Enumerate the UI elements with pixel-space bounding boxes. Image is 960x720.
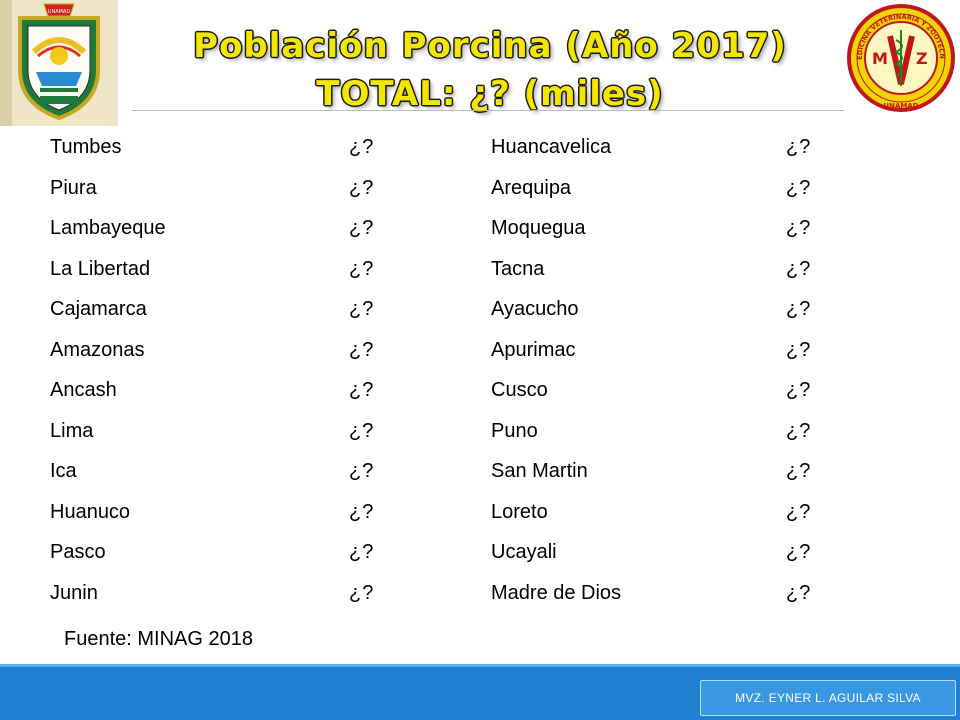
region-value: ¿? [349, 338, 375, 361]
title-line-1: Población Porcina (Año 2017) [193, 26, 787, 66]
region-name: Puno [491, 419, 538, 442]
region-name: Tacna [491, 257, 545, 280]
page-title: Población Porcina (Año 2017) TOTAL: ¿? (… [130, 22, 850, 118]
region-value: ¿? [349, 541, 375, 563]
source-note: Fuente: MINAG 2018 [64, 628, 253, 650]
region-value: ¿? [786, 257, 812, 280]
region-name: Madre de Dios [491, 581, 622, 604]
svg-text:UNAMAD: UNAMAD [883, 102, 918, 110]
region-value: ¿? [349, 257, 375, 280]
region-value: ¿? [786, 176, 812, 199]
region-name: Lima [50, 419, 94, 442]
region-value: ¿? [786, 217, 812, 239]
region-name: Moquegua [491, 217, 586, 239]
region-name: Lambayeque [50, 217, 166, 239]
region-name: Ica [50, 460, 77, 482]
region-value: ¿? [349, 217, 375, 239]
region-value: ¿? [786, 136, 812, 158]
region-name: Arequipa [491, 176, 572, 199]
author-label: MVZ. EYNER L. AGUILAR SILVA [700, 680, 956, 716]
footer-divider [0, 664, 960, 667]
region-value: ¿? [349, 581, 375, 604]
region-value: ¿? [786, 379, 812, 401]
region-value: ¿? [786, 541, 812, 563]
region-value: ¿? [349, 136, 375, 158]
region-name: La Libertad [50, 257, 151, 280]
region-name: Loreto [491, 500, 548, 523]
svg-text:M: M [872, 49, 888, 68]
region-name: Ayacucho [491, 298, 579, 320]
region-name: Junin [50, 581, 98, 604]
region-value: ¿? [786, 338, 812, 361]
svg-text:Z: Z [916, 49, 928, 68]
svg-text:UNAMAD: UNAMAD [48, 9, 71, 15]
region-name: Piura [50, 176, 97, 199]
region-name: Huanuco [50, 500, 131, 523]
title-line-2: TOTAL: ¿? (miles) [316, 74, 664, 114]
region-name: Tumbes [50, 136, 122, 158]
region-name: Cajamarca [50, 298, 147, 320]
region-value: ¿? [349, 500, 375, 523]
faculty-seal-icon: M Z UNAMAD MEDICINA VETERINARIA Y ZOOTEC… [843, 0, 955, 112]
region-value: ¿? [349, 419, 375, 442]
region-value: ¿? [349, 460, 375, 482]
region-name: Huancavelica [491, 136, 612, 158]
region-name: Amazonas [50, 338, 145, 361]
region-name: Ucayali [491, 541, 557, 563]
region-value: ¿? [349, 298, 375, 320]
region-name: Cusco [491, 379, 548, 401]
region-value: ¿? [786, 419, 812, 442]
region-name: Pasco [50, 541, 106, 563]
region-name: San Martin [491, 460, 588, 482]
region-value: ¿? [786, 460, 812, 482]
region-name: Apurimac [491, 338, 576, 361]
region-value: ¿? [349, 176, 375, 199]
region-name: Ancash [50, 379, 117, 401]
university-logo: UNAMAD [0, 0, 118, 126]
title-divider [132, 110, 844, 111]
region-value: ¿? [786, 581, 812, 604]
university-crest-icon: UNAMAD [0, 0, 118, 126]
region-value: ¿? [786, 298, 812, 320]
region-value: ¿? [786, 500, 812, 523]
region-value: ¿? [349, 379, 375, 401]
faculty-logo: M Z UNAMAD MEDICINA VETERINARIA Y ZOOTEC… [843, 0, 956, 118]
